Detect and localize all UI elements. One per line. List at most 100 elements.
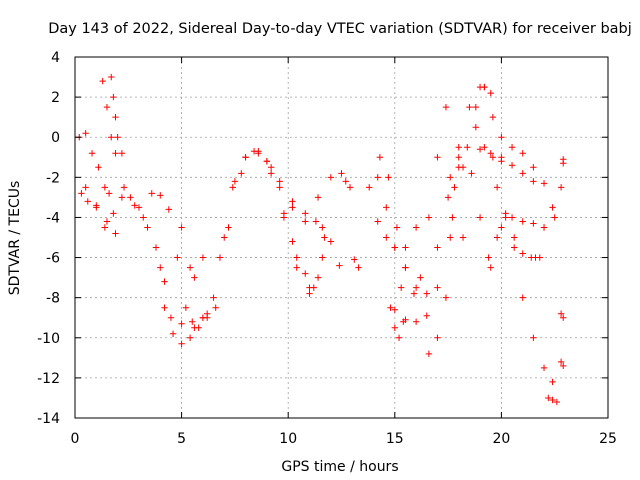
y-tick-label: 2 bbox=[51, 90, 60, 106]
data-point bbox=[306, 290, 313, 297]
data-point bbox=[395, 334, 403, 341]
data-point bbox=[267, 170, 275, 177]
series-track-q bbox=[319, 224, 343, 269]
data-point bbox=[383, 204, 390, 211]
data-point bbox=[530, 334, 537, 341]
data-point bbox=[199, 254, 207, 261]
series-track-u bbox=[376, 154, 418, 297]
data-point bbox=[447, 174, 454, 181]
data-point bbox=[442, 103, 450, 111]
data-point bbox=[557, 358, 565, 366]
data-point bbox=[319, 254, 326, 261]
data-point bbox=[93, 202, 100, 209]
data-point bbox=[276, 178, 283, 185]
data-point bbox=[293, 264, 300, 271]
series-track-i bbox=[152, 244, 168, 285]
series-track-aa bbox=[425, 154, 462, 358]
y-axis-label: SDTVAR / TECUs bbox=[7, 181, 23, 296]
data-point bbox=[242, 154, 249, 161]
data-point bbox=[238, 170, 245, 177]
series-track-e bbox=[108, 73, 121, 141]
data-point bbox=[391, 306, 398, 313]
data-point bbox=[112, 113, 119, 121]
series-track-ac bbox=[481, 83, 548, 187]
data-point bbox=[186, 334, 194, 341]
data-point bbox=[338, 170, 345, 177]
series-track-o bbox=[263, 158, 320, 225]
series-track-z bbox=[417, 103, 467, 281]
data-point bbox=[423, 312, 430, 319]
y-tick-labels: 4 2 0 -2 -4 -6 -8 -10 -12 -14 bbox=[37, 50, 60, 427]
data-point bbox=[355, 264, 362, 271]
y-tick-label: -4 bbox=[46, 210, 60, 226]
data-point bbox=[312, 218, 320, 225]
data-point bbox=[221, 234, 228, 241]
data-point bbox=[118, 194, 126, 201]
data-point bbox=[165, 206, 173, 213]
data-point bbox=[88, 150, 96, 157]
data-point bbox=[387, 304, 394, 311]
x-tick-labels: 0 5 10 15 20 25 bbox=[71, 431, 617, 447]
series-track-af bbox=[487, 214, 558, 271]
data-point bbox=[510, 234, 518, 241]
data-point bbox=[466, 103, 473, 111]
data-point bbox=[231, 178, 239, 185]
data-point bbox=[519, 170, 526, 177]
data-point bbox=[423, 290, 430, 297]
series-track-v bbox=[387, 304, 407, 341]
data-point bbox=[451, 184, 458, 191]
data-point bbox=[186, 264, 194, 271]
data-point bbox=[530, 178, 537, 185]
data-point bbox=[178, 320, 185, 327]
data-point bbox=[417, 274, 424, 281]
data-point bbox=[120, 184, 128, 191]
data-point bbox=[178, 340, 185, 347]
data-point bbox=[135, 204, 143, 211]
data-point bbox=[489, 154, 497, 161]
x-tick-label: 20 bbox=[492, 431, 510, 447]
data-point bbox=[540, 364, 548, 372]
data-point bbox=[410, 290, 418, 297]
data-point bbox=[99, 77, 106, 85]
series-track-ag bbox=[493, 184, 543, 261]
y-tick-label: -6 bbox=[46, 251, 60, 267]
data-point bbox=[472, 103, 480, 111]
data-point bbox=[255, 150, 262, 157]
data-point bbox=[118, 150, 126, 157]
data-point bbox=[374, 218, 381, 225]
series-track-d bbox=[99, 77, 119, 157]
data-point bbox=[489, 113, 497, 121]
data-points bbox=[76, 73, 567, 406]
data-point bbox=[346, 184, 354, 191]
data-point bbox=[412, 318, 420, 325]
data-point bbox=[434, 334, 441, 341]
data-point bbox=[167, 314, 175, 321]
chart-title: Day 143 of 2022, Sidereal Day-to-day VTE… bbox=[48, 21, 632, 37]
series-track-m bbox=[186, 150, 326, 321]
data-point bbox=[510, 244, 518, 251]
data-point bbox=[464, 144, 471, 151]
data-point bbox=[302, 218, 309, 225]
data-point bbox=[560, 362, 567, 370]
data-point bbox=[508, 214, 516, 221]
y-tick-label: -12 bbox=[37, 371, 60, 387]
data-point bbox=[189, 318, 196, 325]
data-point bbox=[498, 154, 505, 161]
data-point bbox=[140, 214, 147, 221]
data-point bbox=[327, 174, 335, 181]
series-track-f bbox=[118, 150, 151, 231]
data-point bbox=[434, 154, 441, 161]
data-point bbox=[103, 218, 111, 225]
series-track-h bbox=[148, 190, 198, 331]
data-point bbox=[540, 180, 548, 187]
grid-lines bbox=[75, 57, 608, 418]
data-point bbox=[203, 310, 211, 317]
y-tick-label: -10 bbox=[37, 331, 60, 347]
data-point bbox=[393, 224, 401, 231]
data-point bbox=[502, 210, 509, 217]
data-point bbox=[310, 284, 317, 291]
data-point bbox=[519, 250, 526, 257]
data-point bbox=[148, 190, 155, 197]
data-point bbox=[449, 214, 456, 221]
